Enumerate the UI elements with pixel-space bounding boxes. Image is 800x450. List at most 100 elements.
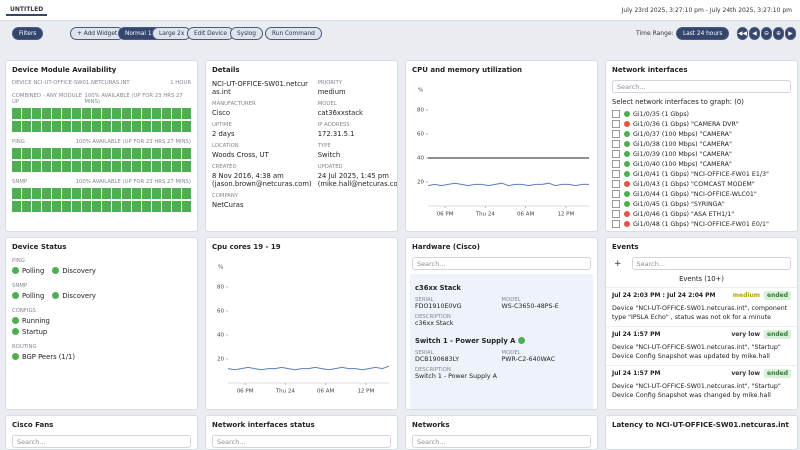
- detail-field: LOCATION Woods Cross, UT: [212, 143, 312, 159]
- interface-row[interactable]: Gi1/0/39 (100 Mbps) "CAMERA": [606, 149, 797, 159]
- detail-field: PRIORITY medium: [317, 80, 397, 96]
- search-box[interactable]: Search...: [12, 435, 191, 448]
- time-range[interactable]: Last 24 hours: [676, 27, 730, 40]
- time-nav[interactable]: ⊕: [773, 27, 784, 40]
- interface-row[interactable]: Gi1/0/41 (1 Gbps) "NCI-OFFICE-FW01 E1/3": [606, 169, 797, 179]
- time-nav[interactable]: ⊖: [761, 27, 772, 40]
- checkbox: [612, 150, 620, 158]
- interface-row[interactable]: Gi1/0/38 (100 Mbps) "CAMERA": [606, 139, 797, 149]
- field-label: UPTIME: [212, 122, 232, 128]
- event-text: Device "NCI-UT-OFFICE-SW01.netcuras.int"…: [612, 383, 781, 399]
- field-label: SERIAL: [415, 297, 434, 303]
- toolbar-button[interactable]: Large 2x: [152, 27, 192, 40]
- add-button[interactable]: +: [614, 258, 622, 269]
- hardware-name-text: Switch 1 - Power Supply A: [415, 337, 516, 345]
- interface-label: Gi1/0/38 (100 Mbps) "CAMERA": [633, 140, 732, 148]
- availability-bar: [12, 121, 191, 132]
- x-tick-label: 12 PM: [557, 212, 574, 218]
- field-value: cat36xxstack: [317, 109, 363, 117]
- interface-label: Gi1/0/36 (1 Gbps) "CAMERA DVR": [633, 120, 739, 128]
- series-line: [427, 182, 589, 187]
- search-box[interactable]: Search...: [612, 80, 791, 93]
- field-label: SERIAL: [415, 350, 434, 356]
- time-nav[interactable]: ◀◀: [737, 27, 748, 40]
- window: 1 HOUR: [170, 80, 191, 86]
- toolbar-button[interactable]: Filters: [12, 27, 44, 40]
- row-status: 100% AVAILABLE (UP FOR 23 HRS 27 MINS): [75, 139, 191, 145]
- events-search-row: + Search...: [606, 255, 797, 272]
- y-tick-label: 40: [217, 333, 224, 339]
- status-item: Startup: [12, 328, 191, 336]
- panel-title: Events: [612, 243, 639, 251]
- field-value: Switch: [317, 151, 341, 159]
- hardware-item: c36xx Stack SERIAL FDO1910E0VG MODEL WS-C365…: [415, 284, 588, 327]
- search-box[interactable]: Search...: [412, 257, 591, 270]
- interface-row[interactable]: Gi1/0/43 (1 Gbps) "COMCAST MODEM": [606, 179, 797, 189]
- time-nav[interactable]: ◀: [749, 27, 760, 40]
- search-box[interactable]: Search...: [631, 257, 791, 270]
- field-value: 2 days: [212, 130, 235, 138]
- field-label: COMPANY: [212, 193, 239, 199]
- interface-row[interactable]: Gi1/0/44 (1 Gbps) "NCI-OFFICE-WLC01": [606, 189, 797, 199]
- row-label: SNMP: [12, 179, 28, 185]
- y-tick-label: 20: [417, 180, 424, 186]
- group-items: Running Startup: [12, 317, 191, 336]
- toolbar-button[interactable]: Edit Device: [187, 27, 234, 40]
- y-tick-label: 40: [417, 156, 424, 162]
- search-box[interactable]: Search...: [212, 435, 391, 448]
- search-box[interactable]: Search...: [412, 435, 591, 448]
- field-value: 8 Nov 2016, 4:38 am: [212, 172, 284, 180]
- interface-row[interactable]: Gi1/0/48 (1 Gbps) "NCI-OFFICE-FW01 E0/1": [606, 219, 797, 229]
- interfaces-panel: Network interfaces Search... Select networ…: [605, 60, 798, 232]
- event-state: ended: [764, 291, 791, 300]
- details-panel: Details NCI-UT-OFFICE-SW01.netcuras.int PR…: [205, 60, 398, 232]
- tab[interactable]: UNTITLED: [6, 5, 48, 16]
- panel-title: Device Module Availability: [12, 66, 117, 74]
- interface-row[interactable]: Gi1/0/36 (1 Gbps) "CAMERA DVR": [606, 119, 797, 129]
- interface-row[interactable]: Gi1/0/35 (1 Gbps): [606, 109, 797, 119]
- event-item: Jul 24 1:57 PM very low ended Device "NCI-U…: [606, 365, 797, 404]
- toolbar-button[interactable]: Syslog: [230, 27, 263, 40]
- availability-row: PING 100% AVAILABLE (UP FOR 23 HRS 27 MIN…: [6, 134, 197, 172]
- interface-label: Gi1/0/35 (1 Gbps): [633, 110, 689, 118]
- x-tick-label: 06 PM: [237, 389, 254, 395]
- panel-title: Details: [212, 66, 240, 74]
- x-tick-label: 06 AM: [317, 389, 335, 395]
- interface-label: Gi1/0/37 (100 Mbps) "CAMERA": [633, 130, 732, 138]
- field-label: MODEL: [317, 101, 337, 107]
- toolbar-button[interactable]: Run Command: [265, 27, 322, 40]
- row-status: 100% AVAILABLE (UP FOR 23 HRS 27 MINS): [75, 179, 191, 185]
- check-icon: [52, 267, 60, 274]
- event-head: Jul 24 1:57 PM very low ended: [612, 330, 791, 339]
- field-label: CREATED: [212, 164, 237, 170]
- bottom-panel: Latency to NCI-UT-OFFICE-SW01.netcuras.i…: [605, 415, 798, 450]
- field-label: DESCRIPTION: [415, 314, 451, 320]
- status-text: Polling: [22, 267, 45, 275]
- hardware-fields: SERIAL DCB190683LY MODEL PWR-C2-640WAC DESCR…: [415, 350, 588, 380]
- panel-title: CPU and memory utilization: [412, 66, 523, 74]
- detail-field: CREATED 8 Nov 2016, 4:38 am (jason.brown@n…: [212, 164, 312, 188]
- field-value: 172.31.5.1: [317, 130, 355, 138]
- interface-row[interactable]: Gi1/0/46 (1 Gbps) "ASA ETH1/1": [606, 209, 797, 219]
- y-axis-label: %: [418, 88, 423, 94]
- availability-bar: [12, 188, 191, 199]
- status-dot: [624, 171, 630, 177]
- availability-row: SNMP 100% AVAILABLE (UP FOR 23 HRS 27 MIN…: [6, 174, 197, 212]
- status-text: Startup: [22, 328, 48, 336]
- panel-title: Hardware (Cisco): [412, 243, 480, 251]
- field-label: DESCRIPTION: [415, 367, 451, 373]
- availability-bar: [12, 108, 191, 119]
- toolbar-button[interactable]: + Add Widget: [70, 27, 125, 40]
- field-value: medium: [317, 88, 346, 96]
- field-value: Cisco: [212, 109, 231, 117]
- interface-row[interactable]: Gi1/0/37 (100 Mbps) "CAMERA": [606, 129, 797, 139]
- detail-field: MANUFACTURER Cisco: [212, 101, 312, 117]
- availability-bar: [12, 161, 191, 172]
- interface-label: Gi1/0/41 (1 Gbps) "NCI-OFFICE-FW01 E1/3": [633, 170, 769, 178]
- hardware-field: DESCRIPTION c36xx Stack: [415, 314, 502, 327]
- interface-row[interactable]: Gi1/0/45 (1 Gbps) "SYRINGA": [606, 199, 797, 209]
- interface-row[interactable]: Gi1/0/40 (100 Mbps) "CAMERA": [606, 159, 797, 169]
- status-item: Running: [12, 317, 191, 325]
- time-nav[interactable]: ▶: [785, 27, 796, 40]
- interface-label: Gi1/0/39 (100 Mbps) "CAMERA": [633, 150, 732, 158]
